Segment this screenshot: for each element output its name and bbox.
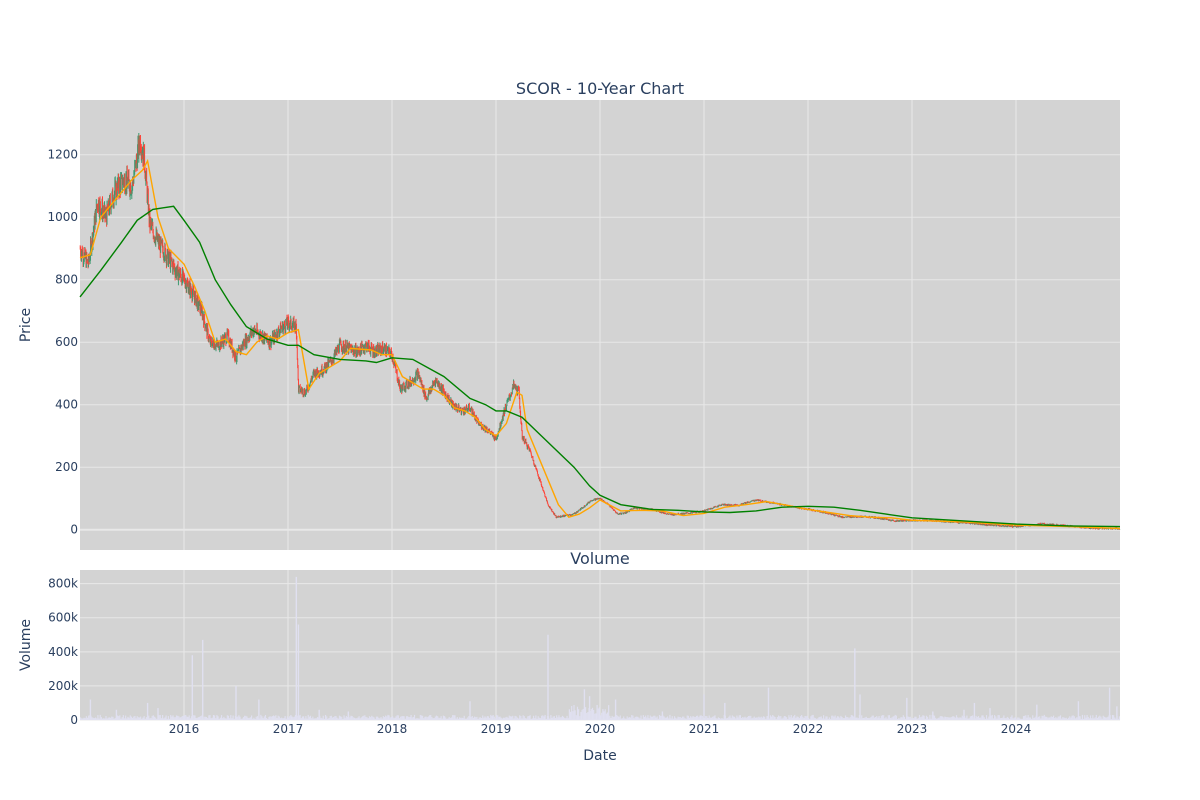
- x-tick-label: 2022: [793, 722, 824, 736]
- volume-bars: [79, 576, 1121, 720]
- volume-axis-title: Volume: [18, 619, 34, 671]
- x-tick-label: 2019: [481, 722, 512, 736]
- volume-subplot-title: Volume: [570, 549, 630, 568]
- volume-y-tick-label: 600k: [48, 611, 78, 625]
- x-tick-label: 2023: [897, 722, 928, 736]
- volume-x-ticks: 2016 2017 2018 2019 2020 2021 2022 2023 2024: [169, 722, 1032, 736]
- price-y-tick-label: 1000: [47, 210, 78, 224]
- price-y-tick-label: 1200: [47, 148, 78, 162]
- price-y-tick-label: 600: [55, 335, 78, 349]
- price-moving-averages: [79, 158, 1121, 530]
- x-tick-label: 2020: [585, 722, 616, 736]
- x-tick-label: 2024: [1001, 722, 1032, 736]
- x-tick-label: 2018: [377, 722, 408, 736]
- price-y-tick-label: 800: [55, 273, 78, 287]
- ma-long-line: [79, 205, 1121, 528]
- ma-short-line: [79, 158, 1121, 530]
- price-y-tick-label: 400: [55, 398, 78, 412]
- volume-y-tick-label: 800k: [48, 577, 78, 591]
- x-tick-label: 2017: [273, 722, 304, 736]
- price-y-tick-label: 200: [55, 460, 78, 474]
- price-y-tick-label: 0: [70, 523, 78, 537]
- volume-y-ticks: 0 200k 400k 600k 800k: [48, 577, 78, 727]
- x-tick-label: 2016: [169, 722, 200, 736]
- date-axis-title: Date: [583, 748, 616, 764]
- x-tick-label: 2021: [689, 722, 720, 736]
- volume-y-tick-label: 0: [70, 713, 78, 727]
- price-gridlines: [80, 100, 1120, 550]
- volume-y-tick-label: 200k: [48, 679, 78, 693]
- volume-y-tick-label: 400k: [48, 645, 78, 659]
- price-y-ticks: 0 200 400 600 800 1000 1200: [47, 148, 78, 537]
- price-axis-title: Price: [18, 308, 34, 342]
- chart-title: SCOR - 10-Year Chart: [516, 79, 684, 98]
